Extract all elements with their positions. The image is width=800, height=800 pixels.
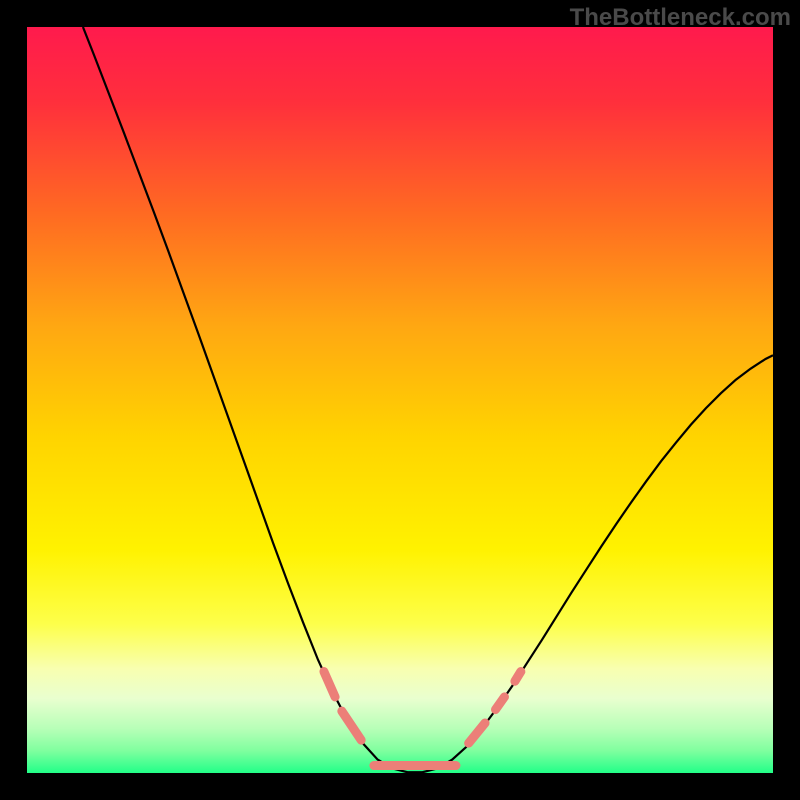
figure-container: TheBottleneck.com	[0, 0, 800, 800]
bottleneck-chart	[0, 0, 800, 800]
watermark-text: TheBottleneck.com	[570, 4, 791, 32]
highlight-segment	[515, 672, 521, 682]
plot-background	[27, 27, 773, 773]
